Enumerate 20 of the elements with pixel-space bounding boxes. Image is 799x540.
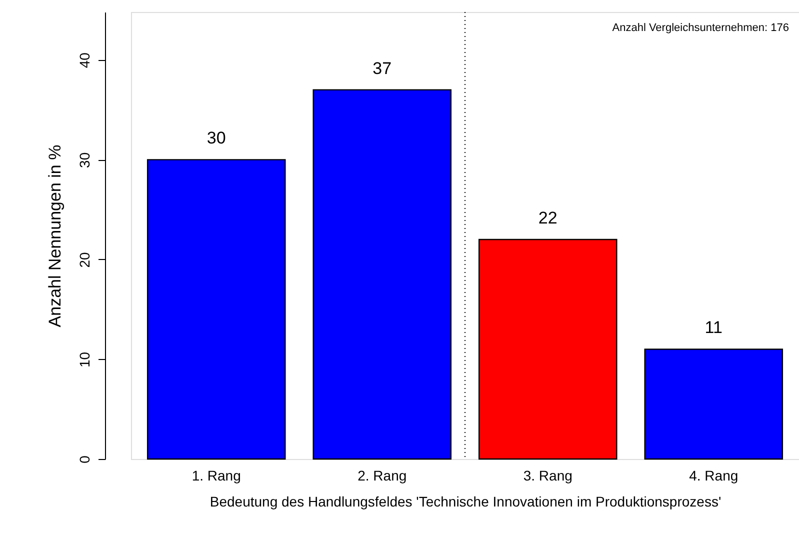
data-label: 30 <box>206 128 226 148</box>
y-tick-label: 10 <box>76 352 92 368</box>
bar <box>146 159 286 460</box>
x-axis-title: Bedeutung des Handlungsfeldes 'Technische Innovationen im Produktionsprozess' <box>210 494 722 510</box>
x-tick-label: 1. Rang <box>192 468 241 484</box>
y-tick-label: 0 <box>76 455 92 464</box>
y-tick-label: 30 <box>76 152 92 168</box>
y-tick-label: 20 <box>76 252 92 268</box>
data-label: 11 <box>704 318 722 338</box>
data-label: 37 <box>372 58 392 78</box>
bar <box>312 89 452 460</box>
x-tick-label: 4. Rang <box>689 468 738 484</box>
data-label: 22 <box>538 208 558 228</box>
annotation: Anzahl Vergleichsunternehmen: 176 <box>612 22 789 34</box>
y-axis-title: Anzahl Nennungen in % <box>46 144 64 328</box>
bar <box>478 238 618 460</box>
y-tick-label: 40 <box>76 52 92 68</box>
x-tick-label: 2. Rang <box>358 468 407 484</box>
x-tick-label: 3. Rang <box>523 468 572 484</box>
bar <box>644 348 784 460</box>
